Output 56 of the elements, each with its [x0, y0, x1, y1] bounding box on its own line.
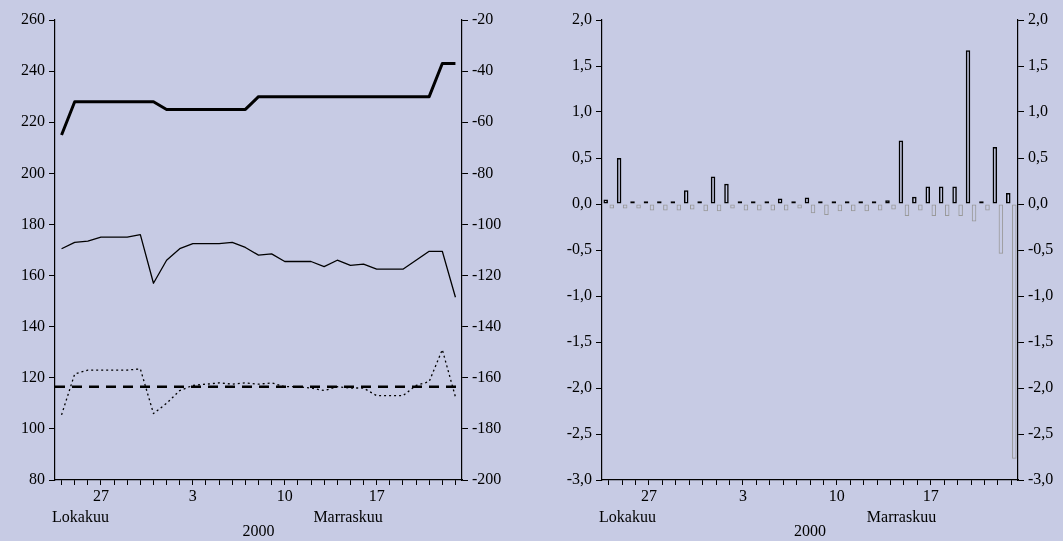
x-tick-label: 10: [276, 486, 293, 504]
x-axis-title: 2000: [794, 521, 826, 539]
x-tick-label: 27: [640, 486, 657, 504]
y-tick-label: 1,5: [572, 56, 592, 74]
y2-tick-label: 2,0: [1028, 10, 1048, 28]
y-tick-label: 0,5: [572, 148, 592, 166]
y-tick-label: 160: [21, 265, 45, 283]
y2-tick-label: -2,5: [1028, 424, 1054, 442]
x-tick-label: 27: [92, 486, 109, 504]
x-tick-label: 17: [922, 486, 939, 504]
y2-tick-label: -3,0: [1028, 470, 1054, 488]
y-tick-label: 220: [21, 112, 45, 130]
x-tick-label: 17: [368, 486, 385, 504]
y2-tick-label: -1,5: [1028, 332, 1054, 350]
y-tick-label: 2,0: [572, 10, 592, 28]
x-tick-label: 3: [188, 486, 197, 504]
y2-tick-label: -20: [472, 10, 494, 28]
y-tick-label: 240: [21, 61, 45, 79]
y2-tick-label: 1,0: [1028, 102, 1048, 120]
x-axis-title: 2000: [242, 521, 275, 539]
y-tick-label: 180: [21, 214, 45, 232]
y-tick-label: 200: [21, 163, 45, 181]
y2-tick-label: -2,0: [1028, 378, 1054, 396]
y2-tick-label: 0,5: [1028, 148, 1048, 166]
y2-tick-label: -200: [472, 470, 502, 488]
y-tick-label: 1,0: [572, 102, 592, 120]
text: Marraskuu: [313, 508, 383, 526]
y-tick-label: 100: [21, 419, 45, 437]
y-tick-label: 120: [21, 367, 45, 385]
y2-tick-label: -40: [472, 61, 494, 79]
y2-tick-label: 1,5: [1028, 56, 1048, 74]
text: Marraskuu: [866, 508, 937, 526]
y-tick-label: -0,5: [566, 240, 592, 258]
y-tick-label: 80: [29, 470, 45, 488]
y-tick-label: -3,0: [566, 470, 592, 488]
y2-tick-label: -180: [472, 419, 502, 437]
x-tick-label: 10: [828, 486, 845, 504]
y2-tick-label: -160: [472, 367, 502, 385]
y2-tick-label: -100: [472, 214, 502, 232]
y2-tick-label: 0,0: [1028, 194, 1048, 212]
y2-tick-label: -60: [472, 112, 494, 130]
y-tick-label: -1,0: [566, 286, 592, 304]
y-tick-label: 260: [21, 10, 45, 28]
y2-tick-label: -140: [472, 316, 502, 334]
y-tick-label: 0,0: [572, 194, 592, 212]
y2-tick-label: -120: [472, 265, 502, 283]
y2-tick-label: -1,0: [1028, 286, 1054, 304]
y2-tick-label: -80: [472, 163, 494, 181]
y2-tick-label: -0,5: [1028, 240, 1054, 258]
text: Lokakuu: [52, 508, 109, 526]
y-tick-label: -2,5: [566, 424, 592, 442]
y-tick-label: -1,5: [566, 332, 592, 350]
text: Lokakuu: [599, 508, 656, 526]
y-tick-label: 140: [21, 316, 45, 334]
x-tick-label: 3: [738, 486, 747, 504]
y-tick-label: -2,0: [566, 378, 592, 396]
